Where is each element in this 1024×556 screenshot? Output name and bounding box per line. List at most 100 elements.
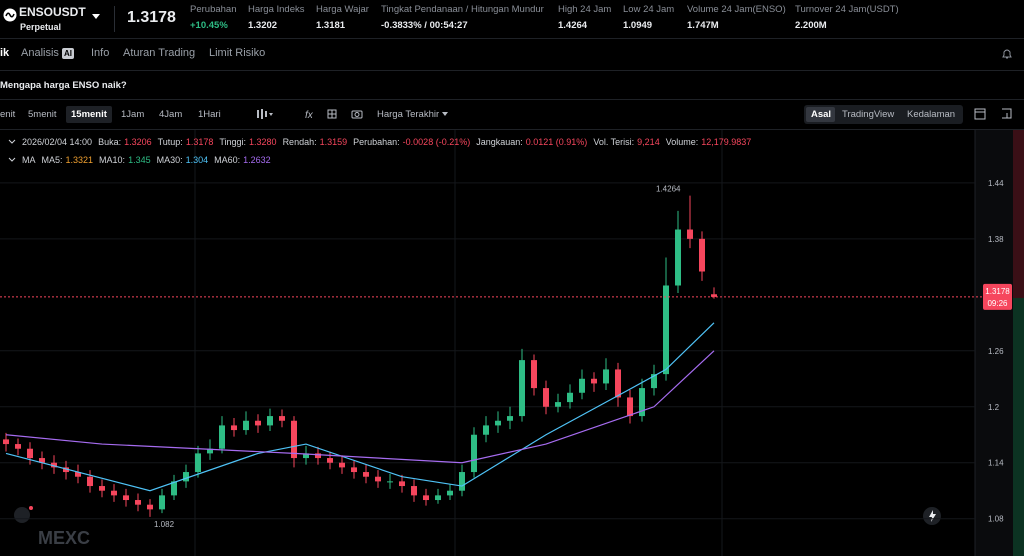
info-label: Volume:: [665, 137, 699, 147]
stat-label: Volume 24 Jam(ENSO): [687, 4, 786, 15]
candle-body: [675, 229, 681, 286]
candle-body: [495, 420, 501, 426]
tab[interactable]: Aturan Trading: [123, 47, 196, 59]
interval[interactable]: 4Jam: [159, 109, 183, 120]
candle-body: [423, 495, 429, 501]
candle-body: [615, 369, 621, 398]
active-interval-bg: [66, 106, 112, 123]
candle-body: [471, 434, 477, 473]
depth-ask: [1013, 130, 1024, 298]
bell-icon[interactable]: [1001, 48, 1013, 60]
interval[interactable]: 15menit: [71, 109, 107, 120]
candle-body: [447, 490, 453, 496]
candle-body: [219, 425, 225, 449]
candle-body: [195, 453, 201, 473]
view-option[interactable]: Asal: [811, 109, 832, 120]
candle-body: [519, 360, 525, 417]
ma-label: MA10:: [99, 155, 126, 165]
candle-body: [579, 378, 585, 393]
tab[interactable]: ik: [0, 47, 10, 59]
layout-icons[interactable]: [974, 108, 1020, 122]
stat-value: 1.3181: [316, 20, 346, 31]
tab[interactable]: Info: [91, 47, 110, 59]
price-type[interactable]: Harga Terakhir: [377, 109, 440, 120]
ma-legend: MA MA5: 1.3321 MA10: 1.345 MA30: 1.304 MA60: 1.…: [22, 155, 271, 165]
last-price: 1.3178: [127, 9, 176, 26]
tool-icon[interactable]: [14, 507, 30, 523]
stat-value: 1.747M: [687, 20, 719, 31]
tab-bar: [0, 40, 1024, 71]
price-marker: [983, 283, 1012, 310]
candle-body: [651, 374, 657, 389]
candle-body: [363, 472, 369, 477]
question[interactable]: Mengapa harga ENSO naik?: [0, 80, 127, 91]
stat-value: 1.4264: [558, 20, 588, 31]
candle-body: [639, 388, 645, 417]
ma-value: 1.3321: [65, 155, 94, 165]
info-value: 1.3280: [249, 137, 277, 147]
info-value: 1.3178: [185, 137, 214, 147]
candle-body: [435, 495, 441, 501]
dot: [29, 506, 33, 510]
dropdown-icon[interactable]: [92, 14, 100, 20]
candle-body: [243, 420, 249, 431]
dropdown-icon[interactable]: [442, 112, 448, 116]
candle-body: [75, 472, 81, 477]
candle-body: [123, 495, 129, 501]
watermark: MEXC: [38, 528, 90, 548]
stat-value: 2.200M: [795, 20, 827, 31]
candle-body: [507, 416, 513, 421]
flash-glyph: [929, 510, 936, 522]
tab[interactable]: Limit Risiko: [209, 47, 266, 59]
candle-body: [183, 472, 189, 482]
stat-label: Perubahan: [190, 4, 237, 15]
candle-body: [279, 416, 285, 421]
candle-body: [459, 472, 465, 491]
ma-line: [5, 350, 715, 464]
view-option[interactable]: Kedalaman: [907, 109, 956, 120]
info-item: Vol. Terisi: 9,214: [593, 137, 659, 147]
candle-body: [135, 500, 141, 505]
info-label: Jangkauan:: [476, 137, 523, 147]
divider: [114, 6, 115, 32]
tab[interactable]: Analisis: [21, 47, 59, 59]
info-label: Tinggi:: [219, 137, 247, 147]
interval[interactable]: 5menit: [28, 109, 57, 120]
view-option[interactable]: TradingView: [842, 109, 895, 120]
ma-value: 1.304: [185, 155, 209, 165]
candle-body: [375, 476, 381, 482]
candle-body: [159, 495, 165, 510]
info-value: 1.3159: [319, 137, 348, 147]
ohlc-items: Buka: 1.3206 Tutup: 1.3178 Tinggi: 1.3280 Rend…: [98, 137, 751, 147]
candle-body: [531, 360, 537, 389]
candle-body: [483, 425, 489, 435]
candle-body: [711, 294, 717, 297]
stat-label: Turnover 24 Jam(USDT): [795, 4, 899, 15]
info-label: Tutup:: [157, 137, 183, 147]
candle-body: [303, 453, 309, 459]
candle-body: [15, 444, 21, 449]
interval[interactable]: 1Hari: [198, 109, 221, 120]
candle-body: [255, 420, 261, 426]
interval[interactable]: 1Jam: [121, 109, 145, 120]
stat-value: -0.3833% / 00:54:27: [381, 20, 468, 31]
stat-label: Harga Wajar: [316, 4, 369, 15]
ma-item: MA5: 1.3321: [42, 155, 94, 165]
toolbar-icons[interactable]: fx: [255, 107, 375, 121]
symbol[interactable]: ENSOUSDT: [19, 5, 86, 19]
collapse-icons[interactable]: [8, 138, 16, 168]
chart: MEXC 1.08 1.14 1.2 1.26 1.38 1.44 1.4264 1.082 1…: [0, 130, 1024, 556]
price-countdown: 09:26: [987, 299, 1008, 308]
high-label: 1.4264: [656, 185, 681, 194]
interval[interactable]: enit: [0, 109, 16, 120]
price-marker-value: 1.3178: [985, 287, 1010, 296]
info-label: Vol. Terisi:: [593, 137, 635, 147]
candle-body: [543, 388, 549, 407]
candle-body: [663, 285, 669, 375]
candle-body: [627, 397, 633, 417]
info-item: Volume: 12,179.9837: [666, 137, 752, 147]
stat-label: Harga Indeks: [248, 4, 305, 15]
candle-body: [399, 481, 405, 487]
stat-value: 1.3202: [248, 20, 278, 31]
stat-value: +10.45%: [190, 20, 228, 31]
